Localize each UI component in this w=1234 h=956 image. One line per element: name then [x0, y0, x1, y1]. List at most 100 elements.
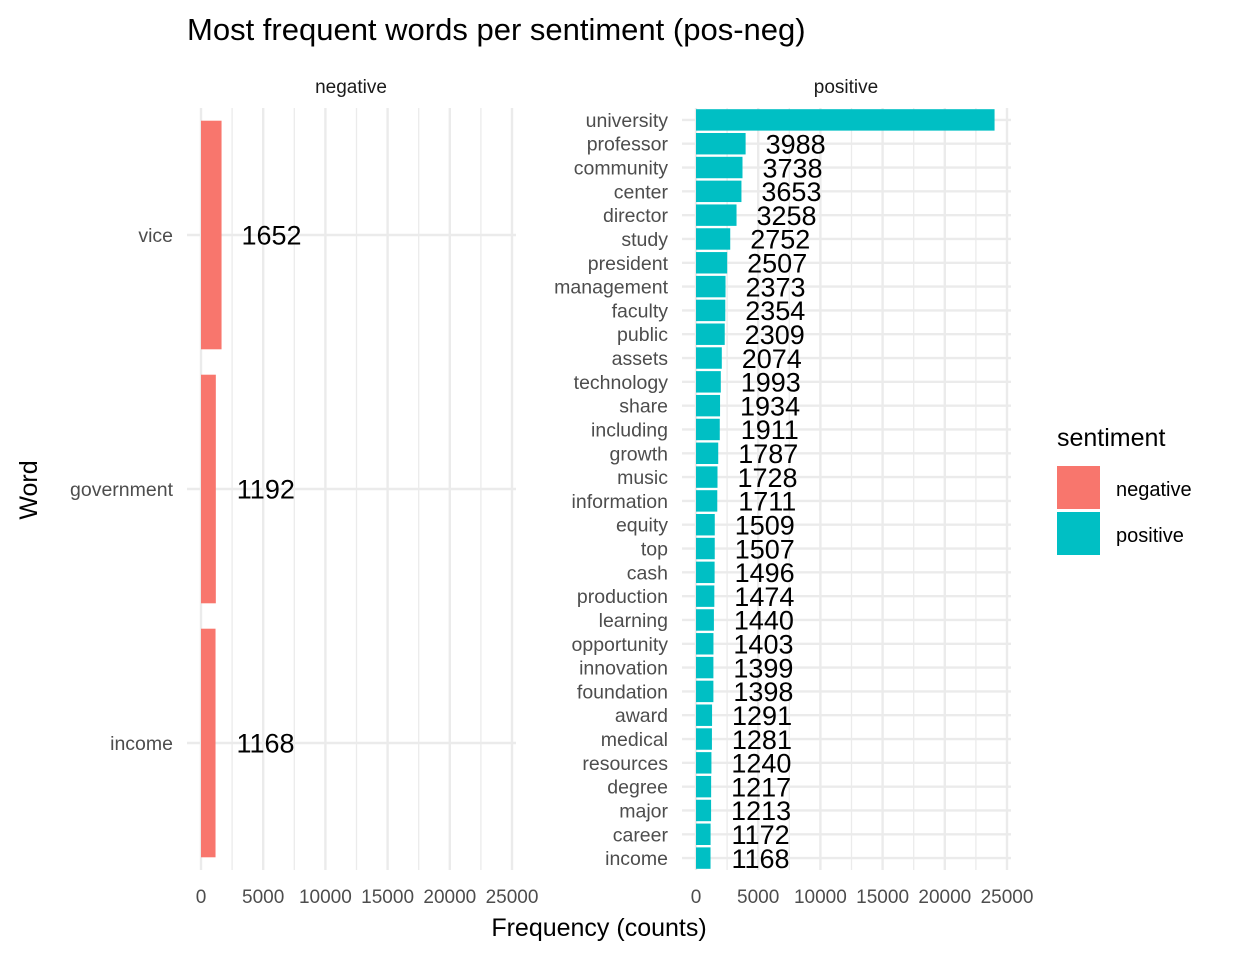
category-label: center: [614, 181, 669, 203]
x-tick-label: 25000: [486, 887, 539, 908]
data-label: 3988: [766, 129, 826, 159]
bar-positive: [696, 204, 737, 226]
category-label: income: [110, 733, 173, 755]
category-label: university: [586, 110, 669, 132]
data-label: 1509: [735, 510, 795, 540]
bar-positive: [696, 537, 715, 560]
legend-key-positive: [1057, 512, 1100, 555]
legend-label-negative: negative: [1116, 479, 1192, 501]
bar-positive: [696, 252, 728, 274]
y-axis-label: Word: [15, 460, 43, 519]
panel-strip-label: negative: [315, 77, 387, 98]
bar-positive: [696, 394, 721, 417]
category-label: professor: [587, 134, 669, 156]
data-label: 1398: [733, 677, 793, 707]
bar-positive: [696, 156, 743, 179]
data-label: 3738: [762, 153, 822, 183]
category-label: director: [603, 205, 669, 227]
category-label: equity: [616, 515, 668, 537]
category-label: cash: [627, 562, 668, 584]
bar-positive: [696, 442, 719, 464]
bar-positive: [696, 371, 721, 393]
category-label: management: [554, 277, 668, 299]
data-label: 2354: [745, 296, 805, 326]
bar-positive: [696, 704, 713, 726]
data-label: 1172: [732, 820, 790, 850]
data-label: 1934: [740, 391, 800, 421]
bar-positive: [696, 561, 715, 584]
category-label: foundation: [577, 681, 668, 703]
bar-positive: [696, 799, 712, 822]
bar-positive: [696, 514, 715, 536]
category-label: technology: [574, 372, 669, 394]
category-label: top: [641, 539, 668, 561]
category-label: production: [577, 586, 668, 608]
category-label: vice: [138, 225, 173, 247]
data-label: 1507: [735, 534, 795, 564]
category-label: degree: [607, 777, 668, 799]
data-label: 1787: [738, 439, 798, 469]
bar-positive: [696, 775, 712, 798]
category-label: information: [572, 491, 668, 513]
x-tick-label: 10000: [794, 887, 847, 908]
data-label: 1213: [731, 796, 791, 826]
bar-negative: [201, 120, 222, 350]
category-label: share: [619, 396, 668, 418]
bar-positive: [696, 656, 714, 679]
bar-positive: [696, 585, 715, 607]
data-label: 1728: [737, 463, 797, 493]
data-label: 1291: [732, 701, 792, 731]
category-label: opportunity: [572, 634, 669, 656]
category-label: award: [615, 705, 668, 727]
data-label: 1192: [237, 475, 295, 505]
legend-key-negative: [1057, 466, 1100, 509]
bar-positive: [696, 133, 746, 155]
bar-positive: [696, 299, 726, 322]
panel-negative: negative vice 1652 government 1192 income 1168…: [70, 77, 538, 908]
panel-strip-label: positive: [814, 77, 878, 98]
category-label: president: [588, 253, 669, 275]
x-tick-label: 20000: [423, 887, 476, 908]
bar-positive: [696, 752, 712, 774]
category-label: resources: [582, 753, 668, 775]
category-label: learning: [599, 610, 668, 632]
bar-positive: [696, 180, 742, 203]
category-label: innovation: [579, 658, 668, 680]
bar-positive: [696, 728, 712, 750]
bar-positive: [696, 680, 714, 703]
x-tick-label: 0: [691, 887, 702, 908]
category-label: community: [574, 158, 669, 180]
bar-positive: [696, 823, 711, 845]
x-tick-label: 5000: [737, 887, 779, 908]
data-label: 1281: [732, 725, 792, 755]
bar-positive: [696, 275, 726, 298]
data-label: 1440: [734, 606, 794, 636]
data-label: 1399: [733, 653, 793, 683]
data-label: 1652: [242, 221, 302, 251]
category-label: income: [605, 848, 668, 870]
data-label: 1711: [738, 487, 796, 517]
bar-positive: [696, 466, 718, 488]
category-label: medical: [601, 729, 668, 751]
category-label: faculty: [612, 300, 669, 322]
bar-negative: [201, 628, 216, 858]
data-label: 1217: [731, 772, 791, 802]
bar-negative: [201, 374, 216, 604]
category-label: government: [70, 479, 174, 501]
category-label: major: [619, 800, 668, 822]
category-label: music: [617, 467, 668, 489]
x-tick-label: 10000: [299, 887, 352, 908]
category-label: study: [621, 229, 668, 251]
x-tick-label: 25000: [981, 887, 1034, 908]
data-label: 1168: [236, 729, 294, 759]
data-label: 2309: [745, 320, 805, 350]
category-label: growth: [609, 443, 668, 465]
data-label: 1403: [733, 630, 793, 660]
category-label: career: [613, 824, 669, 846]
data-label: 1474: [734, 582, 794, 612]
bar-positive: [696, 228, 731, 250]
bar-positive: [696, 323, 725, 345]
data-label: 1240: [731, 749, 791, 779]
data-label: 1168: [731, 844, 789, 874]
bar-positive: [696, 109, 995, 131]
